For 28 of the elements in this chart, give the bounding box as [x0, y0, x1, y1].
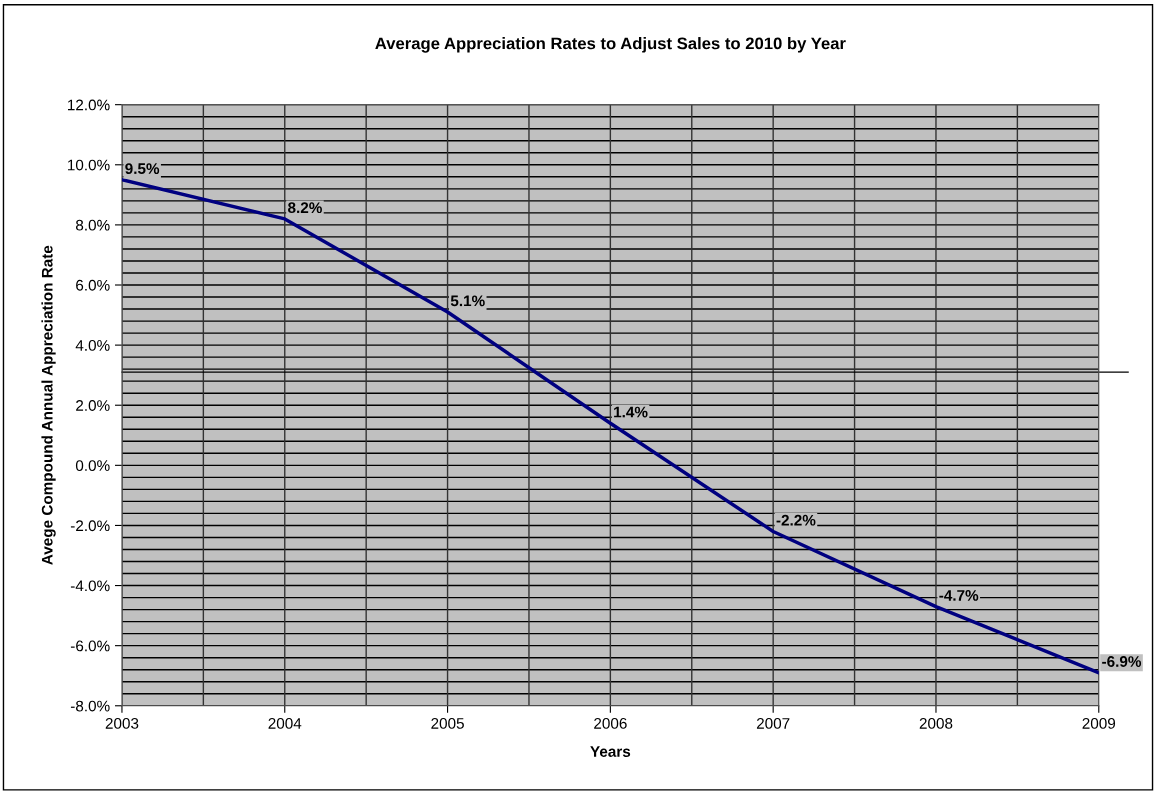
- data-label: -6.9%: [1102, 656, 1142, 667]
- x-tick-label: 2005: [431, 717, 464, 729]
- x-tick-label: 2003: [105, 717, 139, 729]
- chart-title: Average Appreciation Rates to Adjust Sales to 2010 by Year: [375, 37, 846, 53]
- data-label: 8.2%: [288, 202, 322, 214]
- x-tick-label: 2006: [594, 717, 627, 729]
- data-label: -2.2%: [776, 514, 816, 526]
- y-axis-title: Avege Compound Annual Appreciation Rate: [41, 245, 56, 565]
- y-tick-label: 10.0%: [68, 159, 110, 171]
- y-tick-label: 2.0%: [76, 400, 110, 411]
- y-tick-label: -2.0%: [70, 520, 110, 532]
- y-tick-label: -8.0%: [70, 700, 110, 712]
- data-label: 5.1%: [450, 295, 485, 307]
- data-label: 9.5%: [125, 163, 160, 175]
- y-tick-label: -6.0%: [70, 640, 110, 652]
- x-tick-label: 2004: [268, 717, 302, 729]
- data-label: -4.7%: [939, 590, 979, 601]
- x-axis-title: Years: [590, 746, 631, 757]
- y-tick-label: 12.0%: [68, 99, 110, 111]
- y-tick-label: 0.0%: [75, 460, 110, 472]
- x-tick-label: 2009: [1082, 717, 1116, 729]
- y-tick-label: -4.0%: [70, 580, 110, 592]
- y-tick-label: 8.0%: [75, 219, 110, 231]
- x-tick-label: 2008: [919, 717, 953, 729]
- data-label: 1.4%: [614, 406, 648, 418]
- y-tick-label: 4.0%: [75, 339, 110, 351]
- x-tick-label: 2007: [756, 717, 790, 729]
- y-tick-label: 6.0%: [76, 279, 110, 291]
